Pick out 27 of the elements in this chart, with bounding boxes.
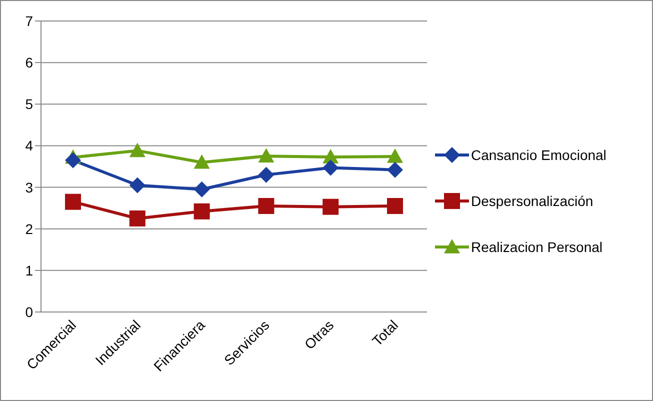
y-tick-label: 4 [25, 138, 34, 154]
point [258, 148, 274, 163]
point [322, 198, 339, 215]
point [65, 152, 81, 168]
point [258, 198, 274, 214]
point [129, 142, 146, 158]
y-tick-label: 7 [25, 12, 34, 29]
point [387, 148, 403, 163]
point [129, 177, 146, 194]
point [194, 154, 210, 169]
legend-label: Despersonalización [471, 192, 594, 211]
point [387, 162, 403, 178]
y-tick-label: 2 [25, 220, 34, 237]
point [387, 198, 403, 214]
point [258, 166, 274, 183]
point [194, 203, 210, 220]
legend-label: Cansancio Emocional [471, 146, 606, 164]
point [194, 181, 210, 198]
point [129, 210, 146, 226]
y-tick-label: 5 [25, 96, 34, 112]
y-tick-label: 0 [25, 304, 34, 320]
point [322, 160, 339, 176]
point [65, 194, 81, 210]
y-tick-label: 6 [25, 54, 34, 71]
y-tick-label: 1 [25, 262, 34, 278]
y-tick-label: 3 [25, 179, 34, 196]
legend-label: Realizacion Personal [471, 238, 603, 256]
